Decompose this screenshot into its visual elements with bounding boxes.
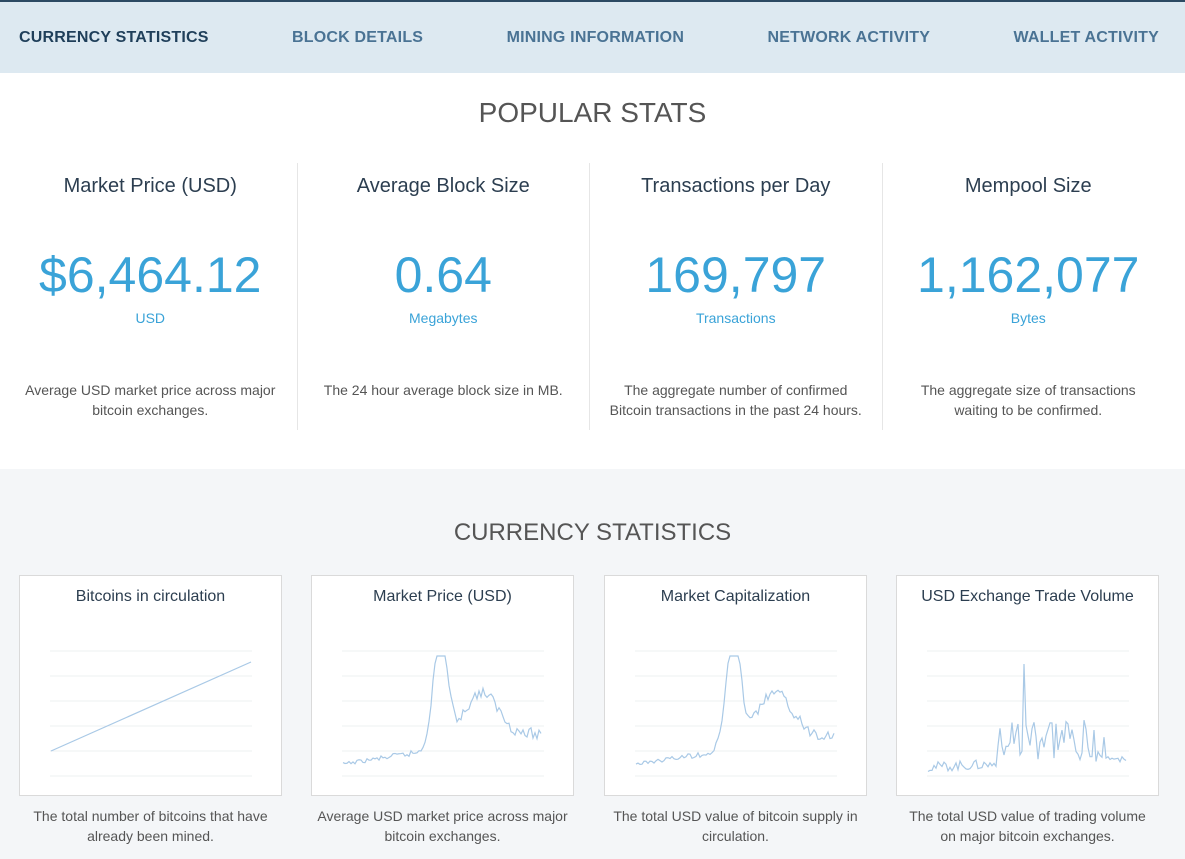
section-title: POPULAR STATS [478,97,707,128]
chart-description: Average USD market price across major bi… [317,808,568,844]
sparkline-path [50,661,252,752]
chart-title: USD Exchange Trade Volume [921,588,1134,605]
stat-value: 169,797 [645,247,827,303]
stat-value: 1,162,077 [917,247,1140,303]
stat-value: $6,464.12 [39,247,262,303]
section-title: CURRENCY STATISTICS [453,519,732,546]
chart-card: USD Exchange Trade Volume The total USD v… [896,575,1159,846]
top-nav: CURRENCY STATISTICS BLOCK DETAILS MINING… [0,0,1185,73]
chart-card: Bitcoins in circulation The total number … [19,575,282,846]
chart-card: Market Capitalization The total USD value… [604,575,867,846]
popular-stats: POPULAR STATS Market Price (USD) $6,464.1… [0,73,1185,469]
stat-card: Average Block Size 0.64 Megabytes The 24 ho… [296,163,590,430]
sparkline-path [342,655,542,765]
stat-title: Average Block Size [356,175,530,197]
currency-statistics: CURRENCY STATISTICS Bitcoins in circulat… [0,469,1185,859]
stat-card: Market Price (USD) $6,464.12 USD Average US… [4,163,297,430]
stat-title: Market Price (USD) [63,175,237,197]
chart-title: Market Capitalization [660,588,811,605]
stat-card: Transactions per Day 169,797 Transactions T… [589,163,882,430]
sparkline-path [927,663,1127,773]
nav-link[interactable]: BLOCK DETAILS [291,28,424,46]
sparkline [927,650,1129,777]
stat-title: Transactions per Day [641,175,831,197]
sparkline-path [635,655,835,765]
chart-box: USD Exchange Trade Volume [896,575,1159,796]
stat-title: Mempool Size [964,175,1092,197]
stat-unit: Transactions [695,310,776,326]
chart-description: The total USD value of trading volume on… [909,808,1146,844]
stat-description: The aggregate number of confirmed Bitcoi… [609,382,862,418]
chart-title: Market Price (USD) [373,588,512,605]
chart-box: Bitcoins in circulation [19,575,282,796]
stat-card: Mempool Size 1,162,077 Bytes The aggregate … [881,163,1175,430]
sparkline [342,650,544,777]
stats-row: Market Price (USD) $6,464.12 USD Average US… [0,163,1185,430]
chart-box: Market Price (USD) [311,575,574,796]
stat-description: Average USD market price across major bi… [25,382,276,418]
chart-box: Market Capitalization [604,575,867,796]
nav-link[interactable]: NETWORK ACTIVITY [767,28,931,46]
sparkline [635,650,837,777]
chart-description: The total USD value of bitcoin supply in… [613,808,858,844]
nav-link[interactable]: CURRENCY STATISTICS [19,28,209,46]
stat-unit: Bytes [1010,310,1046,326]
nav-link[interactable]: MINING INFORMATION [506,28,685,46]
chart-card: Market Price (USD) Average USD market pri… [311,575,574,846]
stat-description: The 24 hour average block size in MB. [323,382,563,398]
stat-description: The aggregate size of transactions waiti… [920,382,1136,418]
chart-title: Bitcoins in circulation [75,588,226,605]
stat-unit: Megabytes [409,310,478,326]
nav-link[interactable]: WALLET ACTIVITY [1013,28,1159,46]
stat-value: 0.64 [394,247,492,303]
sparkline [50,650,252,777]
chart-description: The total number of bitcoins that have a… [33,808,268,844]
stat-unit: USD [135,310,166,326]
